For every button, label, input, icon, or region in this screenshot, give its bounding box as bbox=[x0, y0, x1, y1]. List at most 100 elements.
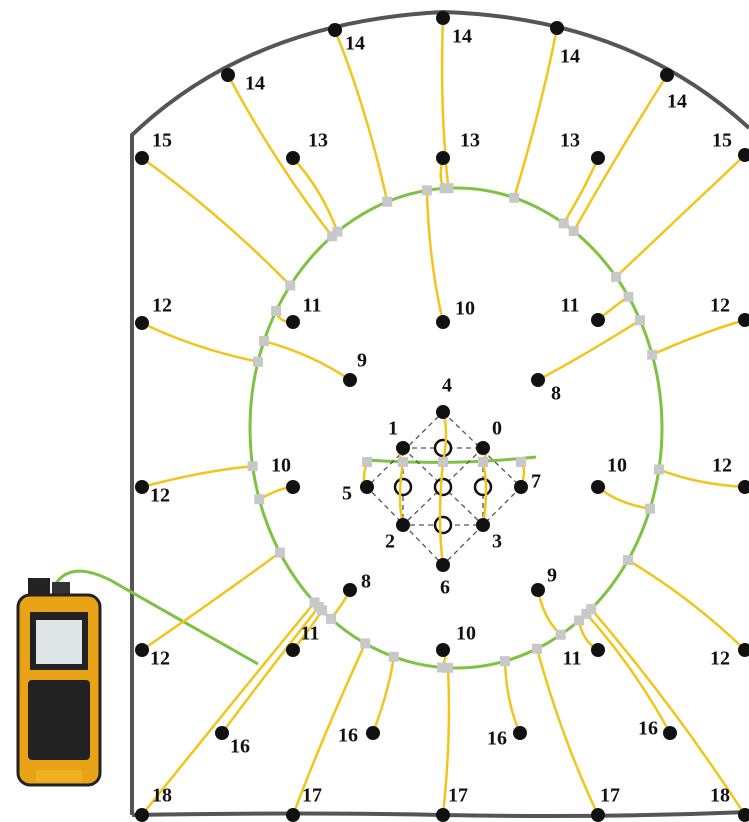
connector bbox=[647, 350, 657, 360]
hole bbox=[395, 479, 411, 495]
sensor-dot bbox=[591, 151, 605, 165]
connector bbox=[623, 292, 633, 302]
wire bbox=[142, 602, 314, 815]
sensor-label: 7 bbox=[531, 471, 541, 493]
sensor-label: 9 bbox=[547, 565, 557, 587]
sensor-label: 11 bbox=[303, 295, 322, 317]
sensor-dot bbox=[436, 643, 450, 657]
sensor-dot bbox=[476, 518, 490, 532]
connector bbox=[362, 457, 372, 467]
sensor-dot bbox=[135, 316, 149, 330]
sensor-label: 15 bbox=[152, 130, 172, 152]
sensor-dot bbox=[360, 480, 374, 494]
connector bbox=[611, 272, 621, 282]
connector bbox=[259, 336, 269, 346]
sensor-label: 4 bbox=[442, 375, 452, 397]
sensor-dot bbox=[591, 313, 605, 327]
sensor-label: 11 bbox=[561, 295, 580, 317]
sensor-dot bbox=[286, 643, 300, 657]
sensor-label: 14 bbox=[345, 33, 365, 55]
sensor-dot bbox=[591, 643, 605, 657]
sensor-dot bbox=[531, 373, 545, 387]
device-screen bbox=[36, 620, 82, 664]
sensor-dot bbox=[135, 480, 149, 494]
sensor-dot bbox=[513, 726, 527, 740]
sensor-dot bbox=[436, 405, 450, 419]
wire bbox=[335, 30, 387, 202]
sensor-label: 2 bbox=[385, 531, 395, 553]
sensor-dot bbox=[591, 480, 605, 494]
connector bbox=[422, 185, 432, 195]
sensor-dot bbox=[221, 68, 235, 82]
sensor-dot bbox=[738, 313, 749, 327]
sensor-dot bbox=[286, 808, 300, 822]
wire bbox=[142, 323, 258, 362]
connector bbox=[275, 548, 285, 558]
keypad bbox=[28, 680, 90, 760]
sensor-label: 1 bbox=[388, 418, 398, 440]
sensor-dot bbox=[286, 151, 300, 165]
wire bbox=[652, 320, 745, 355]
wire bbox=[514, 28, 557, 198]
sensor-label: 8 bbox=[361, 571, 371, 593]
sensor-label: 5 bbox=[342, 483, 352, 505]
sensor-label: 10 bbox=[455, 298, 475, 320]
wire bbox=[564, 158, 598, 223]
sensor-dot bbox=[215, 726, 229, 740]
sensor-dot bbox=[396, 441, 410, 455]
connector bbox=[635, 315, 645, 325]
sensor-label: 9 bbox=[357, 350, 367, 372]
sensor-dot bbox=[550, 21, 564, 35]
sensor-label: 17 bbox=[600, 785, 620, 807]
connector bbox=[556, 630, 566, 640]
connector bbox=[253, 357, 263, 367]
sensor-label: 10 bbox=[456, 623, 476, 645]
connector bbox=[500, 656, 510, 666]
sensor-label: 16 bbox=[487, 728, 507, 750]
sensor-label: 8 bbox=[551, 383, 561, 405]
hole bbox=[475, 479, 491, 495]
sensor-label: 12 bbox=[150, 648, 170, 670]
sensor-label: 17 bbox=[448, 785, 468, 807]
sensor-label: 13 bbox=[560, 130, 580, 152]
sensor-label: 6 bbox=[440, 577, 450, 599]
connector bbox=[478, 457, 488, 467]
sensor-dot bbox=[436, 558, 450, 572]
connector bbox=[439, 183, 449, 193]
sensor-dot bbox=[591, 808, 605, 822]
sensor-dot bbox=[366, 726, 380, 740]
connector bbox=[326, 614, 336, 624]
sensor-label: 0 bbox=[492, 418, 502, 440]
sensor-label: 17 bbox=[302, 785, 322, 807]
sensor-label: 13 bbox=[460, 130, 480, 152]
sensor-dot bbox=[343, 373, 357, 387]
wire bbox=[598, 487, 650, 509]
sensor-dot bbox=[135, 643, 149, 657]
sensor-label: 18 bbox=[152, 785, 172, 807]
connector bbox=[254, 494, 264, 504]
sensor-dot bbox=[436, 11, 450, 25]
hole bbox=[435, 517, 451, 533]
wire bbox=[427, 190, 443, 322]
wire bbox=[659, 469, 745, 487]
device-foot bbox=[36, 770, 82, 782]
connector bbox=[532, 644, 542, 654]
wire bbox=[538, 320, 640, 380]
sensor-dot bbox=[663, 726, 677, 740]
sensor-layout-diagram: 1414141414151513131312121111109841057236… bbox=[0, 0, 749, 822]
sensor-label: 14 bbox=[560, 46, 580, 68]
wire bbox=[586, 614, 670, 733]
connector bbox=[516, 457, 526, 467]
sensor-label: 18 bbox=[710, 785, 730, 807]
wire bbox=[264, 341, 350, 380]
wire bbox=[505, 661, 520, 733]
wire bbox=[440, 462, 443, 565]
wire bbox=[628, 560, 745, 650]
sensor-dot bbox=[286, 315, 300, 329]
sensor-label: 14 bbox=[245, 73, 265, 95]
hole bbox=[435, 440, 451, 456]
sensor-dot bbox=[436, 315, 450, 329]
wire bbox=[293, 158, 337, 232]
connector bbox=[285, 280, 295, 290]
